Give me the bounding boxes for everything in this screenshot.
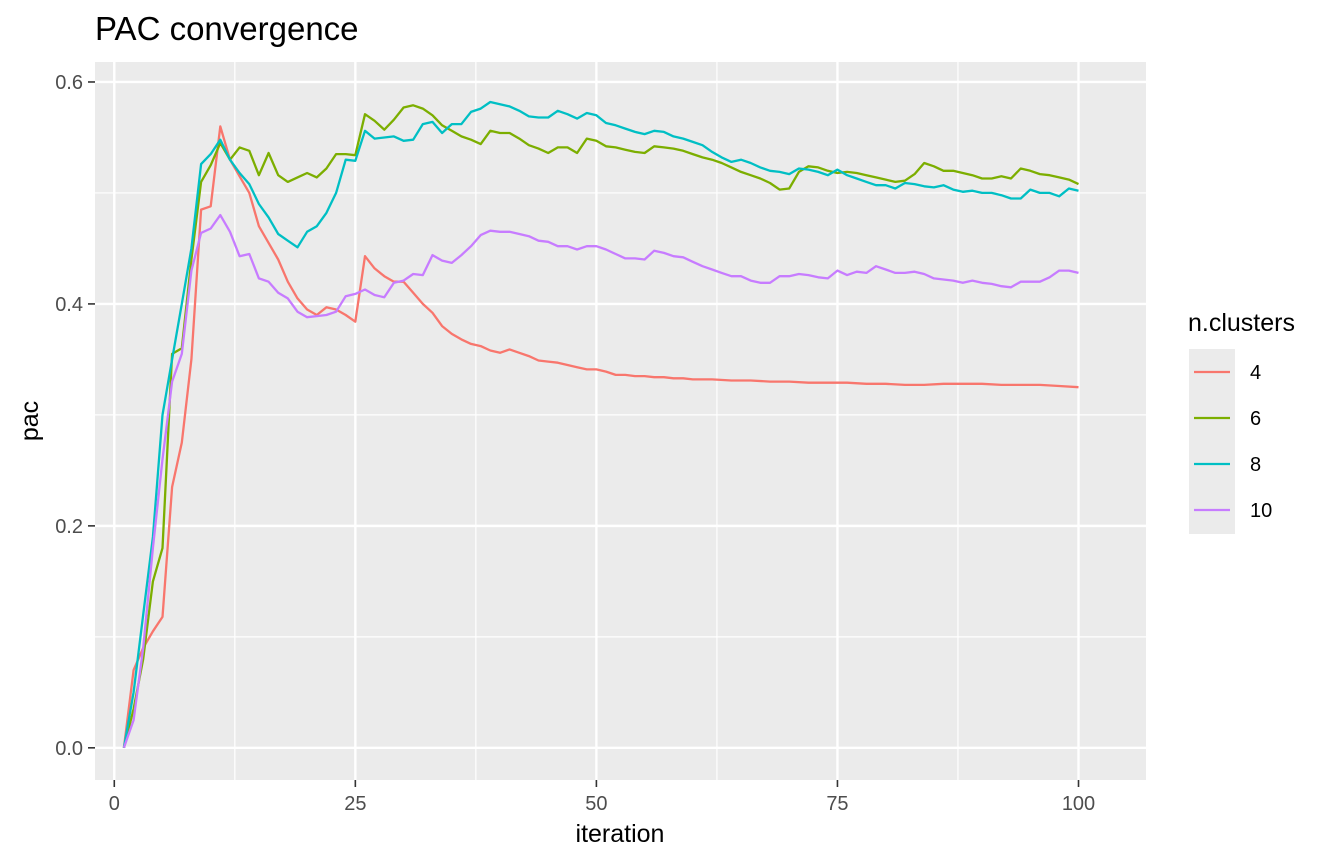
series-line-8	[122, 100, 1079, 748]
series-lines	[122, 100, 1079, 749]
legend-label-4: 4	[1250, 362, 1261, 384]
series-line-10	[122, 213, 1079, 749]
plot-panel	[95, 62, 1146, 780]
x-tick-label: 0	[109, 793, 120, 815]
x-tick-label: 50	[585, 793, 607, 815]
legend-label-6: 6	[1250, 408, 1261, 430]
series-line-4	[122, 125, 1079, 748]
legend: n.clusters 4 6 8 10	[1188, 309, 1295, 534]
x-tick-label: 25	[344, 793, 366, 815]
x-tick-label: 100	[1062, 793, 1095, 815]
x-axis: 0 25 50 75 100	[109, 780, 1095, 815]
legend-title: n.clusters	[1188, 309, 1295, 337]
minor-gridlines	[95, 62, 1146, 780]
y-tick-label: 0.6	[55, 72, 83, 94]
chart-title: PAC convergence	[95, 10, 359, 47]
y-tick-label: 0.2	[55, 516, 83, 538]
x-axis-title: iteration	[576, 820, 665, 848]
y-axis: 0.0 0.2 0.4 0.6	[55, 72, 95, 760]
series-line-6	[122, 104, 1079, 749]
major-gridlines	[95, 62, 1146, 780]
y-tick-label: 0.0	[55, 738, 83, 760]
legend-label-10: 10	[1250, 500, 1272, 522]
y-axis-title: pac	[16, 401, 44, 441]
y-tick-label: 0.4	[55, 294, 83, 316]
legend-key-background	[1189, 349, 1235, 534]
x-tick-label: 75	[826, 793, 848, 815]
legend-label-8: 8	[1250, 454, 1261, 476]
